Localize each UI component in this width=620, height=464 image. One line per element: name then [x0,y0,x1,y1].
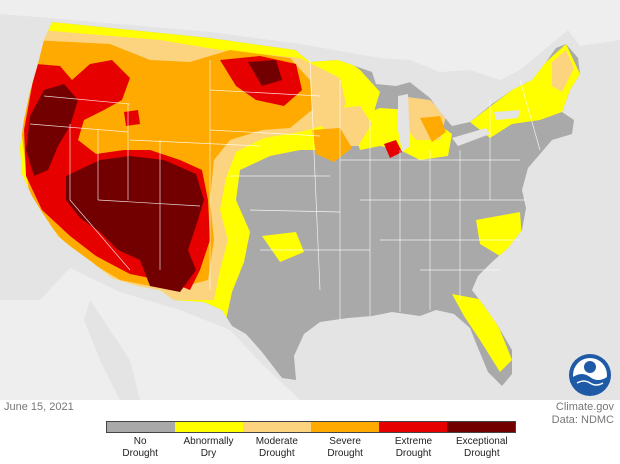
d0-oklahoma [262,232,304,262]
legend-label-exceptional: Exceptional Drought [455,436,508,459]
credit-data: Data: NDMC [551,414,614,426]
map-credit: Climate.gov Data: NDMC [552,401,614,427]
canada-region [0,0,620,80]
d0-florida [452,294,512,372]
d4-oregon-california [26,84,78,176]
legend-swatch-abnormally-dry [175,422,243,432]
legend-label-no-drought: No Drought [122,436,158,459]
lake-ontario [494,110,520,120]
lake-erie [452,128,490,146]
credit-source: Climate.gov [555,401,614,413]
legend-swatch-exceptional [447,422,515,432]
legend-label-severe: Severe Drought [327,436,363,459]
d4-southwest [66,156,204,292]
legend-label-moderate: Moderate Drought [255,436,298,459]
d2-iowa [312,128,352,162]
d3-idaho-spot [124,110,140,126]
drought-legend: No Drought Abnormally Dry Moderate Drought … [106,421,516,460]
state-boundaries [29,59,541,320]
d4-north-dakota [248,60,282,86]
drought-map [0,0,620,400]
legend-swatch-extreme [379,422,447,432]
d3-illinois [384,140,402,158]
legend-swatch-no-drought [107,422,175,432]
legend-swatch-moderate [243,422,311,432]
lake-huron [440,96,462,124]
legend-label-abnormally-dry: Abnormally Dry [183,436,234,459]
lake-michigan [398,94,410,152]
d1-maine [552,50,574,92]
legend-swatch-severe [311,422,379,432]
legend-label-extreme: Extreme Drought [394,436,433,459]
lake-superior [372,70,418,86]
d2-michigan [420,116,446,142]
noaa-logo [568,353,612,400]
mexico-region [0,268,300,400]
drought-layers [20,22,580,372]
legend-labels: No Drought Abnormally Dry Moderate Drought … [106,436,516,460]
map-date: June 15, 2021 [4,401,74,413]
us-drought-map-svg [0,0,620,400]
legend-bar [106,421,516,433]
gulf-of-california [84,300,140,400]
